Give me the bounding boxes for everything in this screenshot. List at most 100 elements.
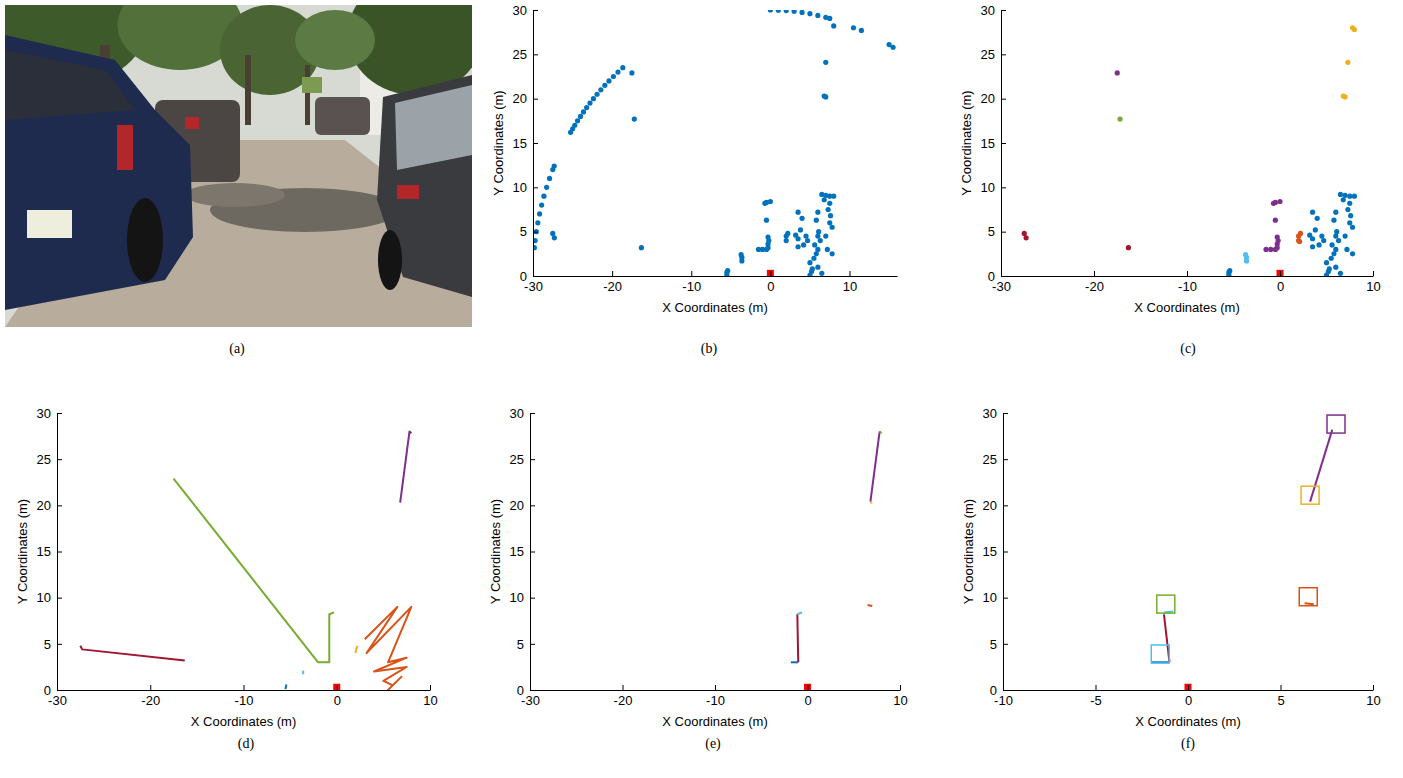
x-tick: 10 xyxy=(1366,685,1380,708)
point xyxy=(792,10,797,14)
point xyxy=(1345,207,1350,212)
y-tick: 15 xyxy=(37,544,62,559)
point xyxy=(859,28,864,33)
point xyxy=(828,213,833,218)
y-tick-label: 10 xyxy=(981,180,995,195)
x-tick-mark xyxy=(1094,271,1095,276)
x-tick-label: 10 xyxy=(1366,693,1380,708)
x-tick: 10 xyxy=(893,685,907,708)
point xyxy=(812,242,817,247)
x-tick-label: -10 xyxy=(682,279,701,294)
y-axis: 051015202530 xyxy=(510,406,535,698)
y-tick-label: 25 xyxy=(513,47,527,62)
y-tick-label: 10 xyxy=(983,590,997,605)
plot-area xyxy=(1022,25,1357,276)
point xyxy=(550,231,555,236)
y-tick-label: 30 xyxy=(981,3,995,18)
y-tick-mark xyxy=(533,143,538,144)
point xyxy=(1333,247,1338,252)
y-tick-mark xyxy=(1001,99,1006,100)
x-tick-label: -10 xyxy=(235,693,254,708)
x-tick: -5 xyxy=(1090,685,1102,708)
y-tick-label: 25 xyxy=(510,452,524,467)
y-tick-label: 0 xyxy=(990,683,997,698)
point xyxy=(807,260,812,265)
plot-area xyxy=(791,431,882,690)
point xyxy=(830,251,835,256)
point xyxy=(1344,247,1349,252)
point xyxy=(1298,231,1303,236)
y-tick-label: 5 xyxy=(990,636,997,651)
line xyxy=(302,671,304,675)
y-tick: 20 xyxy=(510,498,535,513)
y-tick-label: 0 xyxy=(988,269,995,284)
y-axis-title: Y Coordinates (m) xyxy=(961,499,976,604)
x-axis-line xyxy=(1002,276,1374,277)
y-tick: 5 xyxy=(990,636,1008,651)
y-tick-label: 15 xyxy=(981,136,995,151)
x-tick-mark xyxy=(1281,685,1282,690)
point xyxy=(1350,225,1355,230)
caption: (a) xyxy=(229,341,245,357)
y-tick-mark xyxy=(530,459,535,460)
x-tick-label: -5 xyxy=(1090,693,1102,708)
caption: (f) xyxy=(1181,736,1195,752)
car xyxy=(377,75,472,297)
line xyxy=(796,614,799,662)
x-axis-title: X Coordinates (m) xyxy=(662,714,767,729)
point xyxy=(1341,197,1346,202)
y-tick-mark xyxy=(57,552,62,553)
line xyxy=(797,612,802,614)
wheel xyxy=(378,230,402,290)
y-tick-label: 5 xyxy=(988,224,995,239)
point xyxy=(739,252,744,257)
x-tick-mark xyxy=(1188,685,1189,690)
y-tick-mark xyxy=(533,232,538,233)
y-tick: 20 xyxy=(983,498,1008,513)
x-tick-label: -20 xyxy=(141,693,160,708)
point xyxy=(1022,231,1027,236)
y-tick-mark xyxy=(57,413,62,414)
y-tick-mark xyxy=(1003,644,1008,645)
y-tick-mark xyxy=(1003,598,1008,599)
point xyxy=(629,70,634,75)
point xyxy=(534,229,539,234)
x-tick-label: -20 xyxy=(603,279,622,294)
y-tick: 10 xyxy=(37,590,62,605)
y-tick-label: 0 xyxy=(44,683,51,698)
y-tick-mark xyxy=(57,505,62,506)
point xyxy=(1126,245,1131,250)
point xyxy=(823,234,828,239)
point xyxy=(818,238,823,243)
x-axis-title: X Coordinates (m) xyxy=(191,714,296,729)
wheel xyxy=(127,198,163,282)
point xyxy=(1227,268,1232,273)
light xyxy=(397,185,419,199)
point xyxy=(615,69,620,74)
light xyxy=(117,125,133,170)
y-tick-mark xyxy=(1001,187,1006,188)
y-tick-label: 30 xyxy=(37,406,51,421)
y-tick-label: 15 xyxy=(983,544,997,559)
y-tick-mark xyxy=(1003,552,1008,553)
point xyxy=(768,10,773,13)
point xyxy=(539,202,544,207)
y-tick-mark xyxy=(530,644,535,645)
y-tick-label: 25 xyxy=(983,452,997,467)
x-axis-line xyxy=(58,690,431,691)
y-tick-mark xyxy=(530,690,535,691)
y-tick: 25 xyxy=(37,452,62,467)
car xyxy=(315,97,370,135)
y-tick-label: 10 xyxy=(37,590,51,605)
x-axis-title: X Coordinates (m) xyxy=(662,300,767,315)
point xyxy=(1321,238,1326,243)
y-tick-label: 20 xyxy=(510,498,524,513)
box xyxy=(1301,486,1319,504)
y-tick: 20 xyxy=(513,91,538,106)
y-axis-title: Y Coordinates (m) xyxy=(488,499,503,604)
x-tick-label: 10 xyxy=(423,693,437,708)
y-tick-label: 15 xyxy=(510,544,524,559)
point xyxy=(831,194,836,199)
y-tick: 30 xyxy=(37,406,62,421)
y-tick: 0 xyxy=(988,269,1006,284)
